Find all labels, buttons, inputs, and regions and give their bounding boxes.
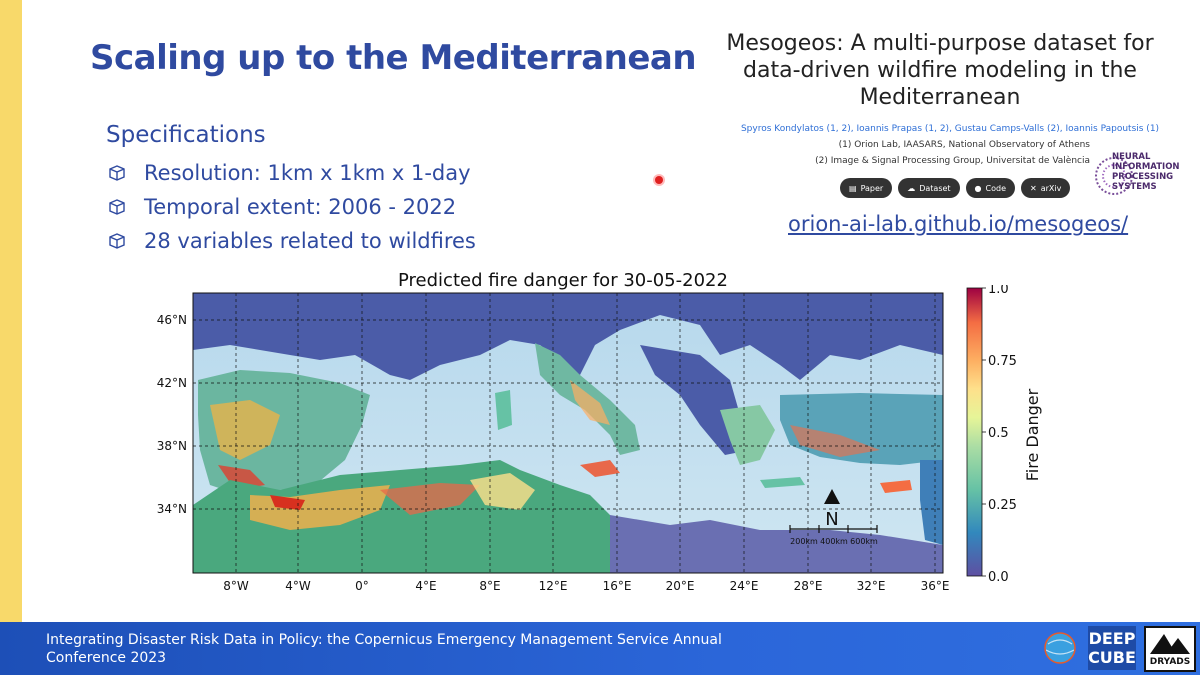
- paper-authors[interactable]: Spyros Kondylatos (1, 2), Ioannis Prapas…: [740, 124, 1160, 134]
- fire-danger-map: 46°N 42°N 38°N 34°N 8°W 4°W 0° 4°E 8°E 1…: [157, 285, 1042, 593]
- lon-tick: 4°W: [285, 579, 311, 593]
- neurips-line: NEURAL: [1112, 152, 1151, 162]
- colorbar-tick-labels: 1.0 0.75 0.5 0.25 0.0: [988, 285, 1017, 585]
- dataset-button-label: Dataset: [919, 183, 951, 193]
- colorbar-tick: 0.5: [988, 426, 1009, 441]
- document-icon: ▤: [849, 183, 857, 193]
- colorbar-tick: 0.75: [988, 354, 1017, 369]
- dryads-logo: [1144, 626, 1196, 672]
- neurips-line: INFORMATION: [1112, 162, 1180, 172]
- code-button[interactable]: ● Code: [965, 178, 1016, 198]
- scale-label: 600km: [850, 537, 878, 546]
- affiliation-1: (1) Orion Lab, IAASARS, National Observa…: [838, 140, 1090, 150]
- lat-tick: 38°N: [157, 439, 187, 453]
- github-icon: ●: [974, 183, 982, 193]
- lon-tick: 28°E: [794, 579, 823, 593]
- cube-icon: [109, 165, 125, 181]
- cloud-icon: ☁: [907, 183, 916, 193]
- spec-item: Temporal extent: 2006 - 2022: [108, 190, 476, 224]
- slide-title: Scaling up to the Mediterranean: [90, 38, 697, 78]
- cube-icon: [109, 233, 125, 249]
- project-link[interactable]: orion-ai-lab.github.io/mesogeos/: [788, 212, 1129, 236]
- spec-item-text: Temporal extent: 2006 - 2022: [144, 195, 457, 219]
- spec-item-text: Resolution: 1km x 1km x 1-day: [144, 161, 471, 185]
- lon-tick: 20°E: [666, 579, 695, 593]
- lat-tick-labels: 46°N 42°N 38°N 34°N: [157, 313, 187, 516]
- pointer-cursor: [655, 176, 663, 184]
- neurips-logo-text: NEURAL INFORMATION PROCESSING SYSTEMS: [1112, 152, 1180, 192]
- spec-item: Resolution: 1km x 1km x 1-day: [108, 156, 476, 190]
- scale-label: 400km: [820, 537, 848, 546]
- arxiv-icon: ✕: [1030, 183, 1037, 193]
- map-gridlines: [193, 293, 943, 573]
- cube-icon: [109, 199, 125, 215]
- lon-tick: 12°E: [539, 579, 568, 593]
- specifications-heading: Specifications: [106, 122, 266, 148]
- colorbar-ticks: [982, 287, 986, 577]
- lon-tick: 4°E: [415, 579, 436, 593]
- lon-tick: 24°E: [730, 579, 759, 593]
- lat-tick: 34°N: [157, 502, 187, 516]
- paper-button-row: ▤ Paper ☁ Dataset ● Code ✕ arXiv: [840, 178, 1071, 198]
- lon-tick: 0°: [355, 579, 369, 593]
- deepcube-logo: DEEP CUBE: [1088, 626, 1136, 670]
- colorbar-tick: 0.25: [988, 498, 1017, 513]
- scale-bar: [789, 525, 878, 533]
- paper-button-label: Paper: [860, 183, 884, 193]
- colorbar-tick: 1.0: [988, 285, 1009, 297]
- spec-item-text: 28 variables related to wildfires: [144, 229, 476, 253]
- footer-bar: [0, 622, 1200, 675]
- lat-tick: 42°N: [157, 376, 187, 390]
- dataset-button[interactable]: ☁ Dataset: [898, 178, 960, 198]
- colorbar: [966, 287, 983, 577]
- deepcube-logo-line: CUBE: [1088, 648, 1136, 667]
- scale-labels: 200km 400km 600km: [790, 537, 878, 546]
- dryads-logo-text: DRYADS: [1149, 657, 1191, 667]
- paper-title-line: data-driven wildfire modeling in the: [743, 58, 1137, 83]
- lon-tick: 8°W: [223, 579, 249, 593]
- mountain-icon: [1150, 634, 1190, 654]
- map-title: Predicted fire danger for 30-05-2022: [398, 270, 728, 291]
- deepcube-logo-line: DEEP: [1088, 629, 1136, 648]
- lat-tick: 46°N: [157, 313, 187, 327]
- colorbar-label: Fire Danger: [1023, 388, 1042, 481]
- footer-text: Integrating Disaster Risk Data in Policy…: [46, 632, 722, 666]
- lon-tick: 36°E: [921, 579, 950, 593]
- land-masses: [193, 293, 943, 573]
- colorbar-tick: 0.0: [988, 570, 1009, 585]
- scale-label: 200km: [790, 537, 818, 546]
- globe-logo-icon: [1044, 632, 1076, 664]
- left-accent-strip: [0, 0, 22, 675]
- arxiv-button[interactable]: ✕ arXiv: [1021, 178, 1071, 198]
- spec-item: 28 variables related to wildfires: [108, 224, 476, 258]
- lon-tick: 16°E: [603, 579, 632, 593]
- neurips-line: SYSTEMS: [1112, 182, 1157, 192]
- paper-title-line: Mesogeos: A multi-purpose dataset for: [726, 31, 1154, 56]
- paper-title: Mesogeos: A multi-purpose dataset for da…: [700, 30, 1180, 111]
- affiliation-2: (2) Image & Signal Processing Group, Uni…: [815, 156, 1090, 166]
- paper-title-line: Mediterranean: [859, 85, 1021, 110]
- neurips-line: PROCESSING: [1112, 172, 1174, 182]
- north-label: N: [825, 509, 838, 530]
- specifications-list: Resolution: 1km x 1km x 1-day Temporal e…: [108, 156, 476, 258]
- arxiv-button-label: arXiv: [1040, 183, 1062, 193]
- lon-tick: 32°E: [857, 579, 886, 593]
- north-arrow-icon: [824, 489, 840, 504]
- paper-button[interactable]: ▤ Paper: [840, 178, 893, 198]
- lon-tick: 8°E: [479, 579, 500, 593]
- lon-tick-labels: 8°W 4°W 0° 4°E 8°E 12°E 16°E 20°E 24°E 2…: [223, 579, 949, 593]
- map-frame: [192, 292, 944, 574]
- neurips-logo: [1095, 157, 1133, 195]
- code-button-label: Code: [985, 183, 1007, 193]
